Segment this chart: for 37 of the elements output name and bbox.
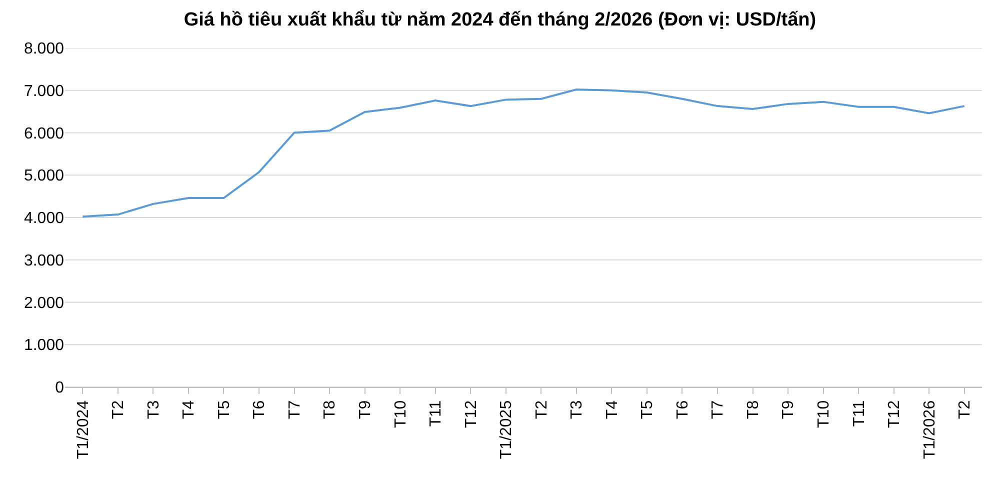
chart-title: Giá hồ tiêu xuất khẩu từ năm 2024 đến tháng 2/2026 (Đơn vị: USD/tấn) <box>184 9 816 30</box>
y-tick-label: 8.000 <box>24 40 64 58</box>
x-tick-label: T1/2024 <box>74 400 92 460</box>
x-tick-label: T7 <box>286 400 304 420</box>
y-tick-label: 0 <box>55 380 64 397</box>
y-tick-label: 1.000 <box>24 337 64 354</box>
x-tick-label: T7 <box>710 400 727 420</box>
x-tick-label: T9 <box>780 400 798 420</box>
x-tick-label: T12 <box>886 400 904 428</box>
y-tick-label: 6.000 <box>24 125 64 142</box>
x-tick-label: T1/2026 <box>921 400 938 460</box>
x-tick-label: T4 <box>180 400 198 420</box>
y-tick-label: 7.000 <box>24 82 64 100</box>
x-tick-label: T11 <box>428 400 445 427</box>
y-tick-label: 5.000 <box>24 168 64 185</box>
y-tick-label: 4.000 <box>24 210 64 228</box>
x-tick-label: T6 <box>674 400 692 420</box>
x-tick-label: T2 <box>110 400 128 420</box>
y-tick-label: 2.000 <box>24 294 64 312</box>
x-tick-label: T10 <box>815 400 832 428</box>
x-tick-label: T4 <box>604 400 621 420</box>
x-tick-label: T3 <box>568 400 586 420</box>
x-tick-label: T2 <box>956 400 974 420</box>
x-tick-label: T8 <box>744 400 762 420</box>
x-tick-label: T8 <box>322 400 339 420</box>
x-tick-label: T11 <box>850 400 868 427</box>
x-tick-label: T5 <box>639 400 656 420</box>
x-tick-label: T5 <box>216 400 233 420</box>
x-tick-label: T2 <box>533 400 550 420</box>
x-tick-label: T3 <box>145 400 162 420</box>
x-tick-label: T12 <box>462 400 480 428</box>
y-tick-label: 3.000 <box>24 252 64 270</box>
x-tick-label: T1/2025 <box>498 400 516 460</box>
x-tick-label: T6 <box>251 400 268 420</box>
x-tick-label: T10 <box>392 400 410 428</box>
x-tick-label: T9 <box>356 400 374 420</box>
line-series <box>82 88 966 218</box>
